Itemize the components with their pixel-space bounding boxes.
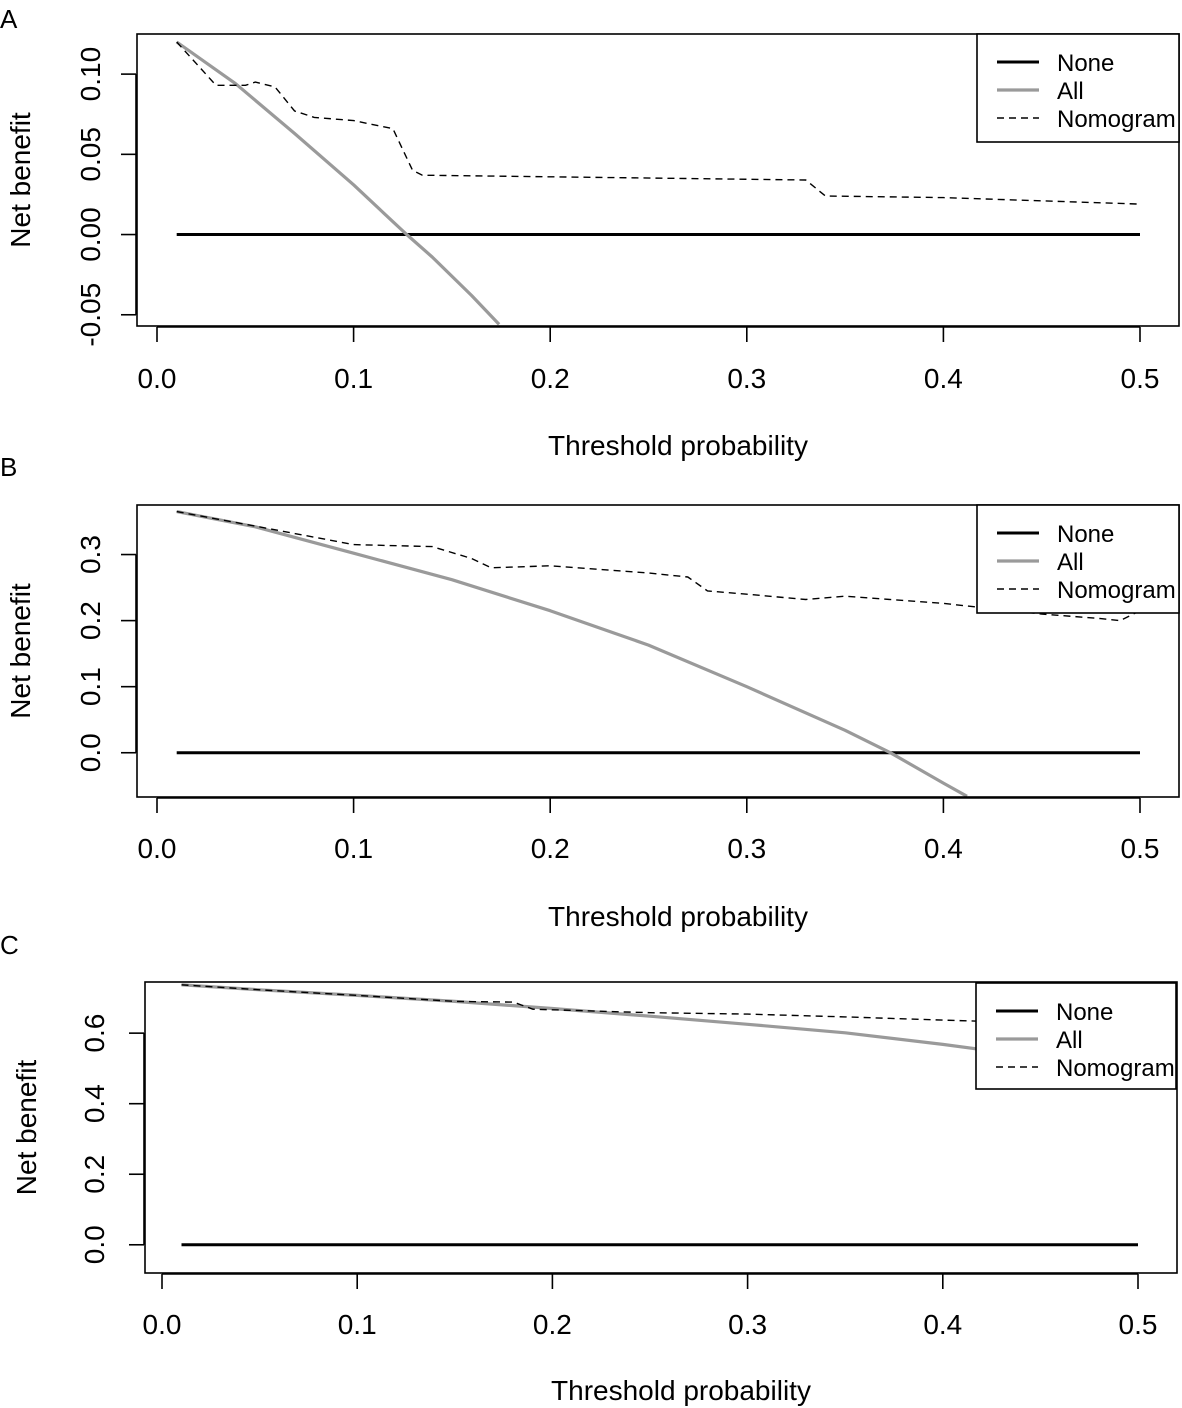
- x-axis-title: Threshold probability: [551, 1375, 811, 1406]
- plot-frame: [136, 33, 1180, 327]
- legend-box: [975, 982, 1177, 1090]
- y-tick-label: 0.0: [79, 1225, 110, 1264]
- y-tick-label: 0.6: [79, 1014, 110, 1053]
- legend-label-all: All: [1057, 549, 1084, 576]
- chart-panel-c: C 0.0 0.1 0.2 0.3 0.4 0.5 0.0 0.2 0.4 0.6 Threshold…: [0, 930, 1178, 1406]
- x-tick-label: 0.5: [1119, 1309, 1158, 1340]
- legend-label-nomogram: Nomogram: [1057, 577, 1176, 604]
- plot-frame: [144, 981, 1178, 1274]
- x-tick-label: 0.5: [1121, 833, 1160, 864]
- x-tick-label: 0.5: [1121, 363, 1160, 394]
- x-tick-label: 0.2: [531, 833, 570, 864]
- legend-label-nomogram: Nomogram: [1057, 106, 1176, 133]
- x-tick-label: 0.4: [924, 833, 963, 864]
- panel-label: B: [0, 452, 17, 482]
- x-tick-label: 0.3: [727, 833, 766, 864]
- y-axis-title: Net benefit: [5, 112, 36, 248]
- chart-panel-a: A 0.0 0.1 0.2 0.3 0.4 0.5 -0.05 0.00 0.05 0.10 Thre…: [0, 4, 1180, 461]
- chart-panel-b: B 0.0 0.1 0.2 0.3 0.4 0.5 0.0 0.1 0.2 0.3 Threshold…: [0, 452, 1180, 932]
- series-line-all: [181, 983, 1002, 1054]
- panel-label: A: [0, 4, 18, 34]
- x-tick-label: 0.3: [727, 363, 766, 394]
- x-axis-title: Threshold probability: [548, 430, 808, 461]
- legend-label-none: None: [1057, 521, 1114, 548]
- series-line-nomogram: [181, 984, 1002, 1023]
- legend-label-none: None: [1057, 50, 1114, 77]
- x-tick-label: 0.2: [533, 1309, 572, 1340]
- series-line-all: [176, 510, 968, 797]
- y-tick-label: 0.4: [79, 1084, 110, 1123]
- y-tick-label: 0.1: [75, 667, 106, 706]
- legend-label-all: All: [1056, 1027, 1083, 1054]
- y-tick-label: -0.05: [75, 283, 106, 347]
- panel-label: C: [0, 930, 19, 960]
- x-tick-label: 0.4: [924, 363, 963, 394]
- legend-label-all: All: [1057, 78, 1084, 105]
- y-tick-label: 0.10: [75, 47, 106, 102]
- x-tick-label: 0.0: [138, 363, 177, 394]
- legend-box: [976, 504, 1180, 614]
- y-tick-label: 0.0: [75, 733, 106, 772]
- y-tick-label: 0.00: [75, 207, 106, 261]
- y-tick-label: 0.3: [75, 535, 106, 574]
- plot-frame: [136, 504, 1180, 798]
- x-tick-label: 0.4: [923, 1309, 962, 1340]
- x-axis-title: Threshold probability: [548, 901, 808, 932]
- x-tick-label: 0.0: [143, 1309, 182, 1340]
- series-line-nomogram: [176, 510, 1141, 622]
- legend-label-nomogram: Nomogram: [1056, 1055, 1175, 1082]
- legend-box: [976, 33, 1180, 143]
- x-tick-label: 0.1: [338, 1309, 377, 1340]
- series-line-all: [175, 40, 501, 326]
- x-tick-label: 0.3: [728, 1309, 767, 1340]
- y-tick-label: 0.05: [75, 127, 106, 182]
- x-tick-label: 0.1: [334, 833, 373, 864]
- y-tick-label: 0.2: [79, 1155, 110, 1194]
- y-tick-label: 0.2: [75, 601, 106, 640]
- x-tick-label: 0.2: [531, 363, 570, 394]
- y-axis-title: Net benefit: [11, 1060, 42, 1196]
- y-axis-title: Net benefit: [5, 583, 36, 719]
- legend-label-none: None: [1056, 999, 1113, 1026]
- x-tick-label: 0.0: [138, 833, 177, 864]
- series-line-nomogram: [176, 41, 1141, 205]
- x-tick-label: 0.1: [334, 363, 373, 394]
